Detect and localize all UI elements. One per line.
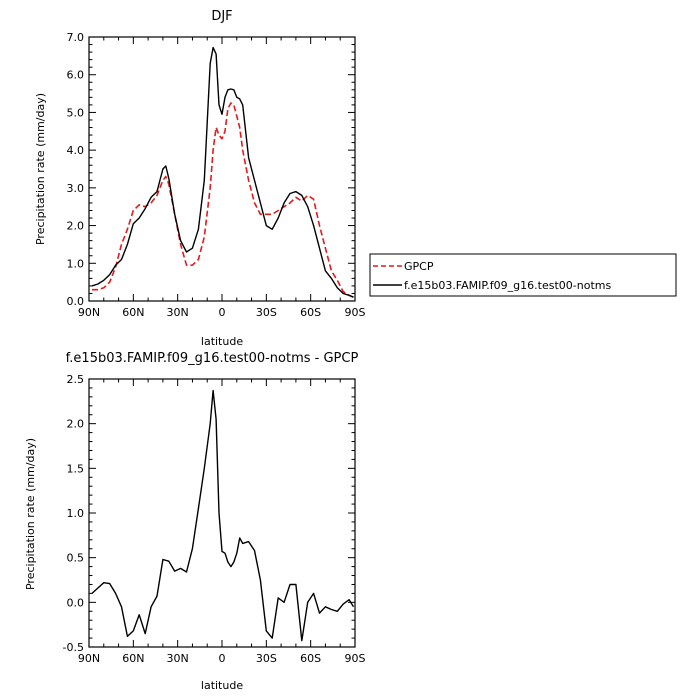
top-series-line-gpcp xyxy=(92,102,354,298)
top-chart-title: DJF xyxy=(211,9,232,24)
bottom-x-tick-label: 30N xyxy=(167,652,189,665)
top-x-tick-label: 60S xyxy=(300,306,321,319)
bottom-x-axis-label: latitude xyxy=(201,679,243,692)
bottom-y-tick-label: 1.5 xyxy=(67,462,85,475)
legend-label-model: f.e15b03.FAMIP.f09_g16.test00-notms xyxy=(404,279,611,292)
top-x-tick-label: 90N xyxy=(78,306,100,319)
top-y-tick-label: 4.0 xyxy=(67,144,85,157)
legend: GPCP f.e15b03.FAMIP.f09_g16.test00-notms xyxy=(369,253,677,297)
bottom-y-tick-label: 2.0 xyxy=(67,418,85,431)
bottom-y-axis-label: Precipitation rate (mm/day) xyxy=(24,438,37,590)
top-x-tick-label: 90S xyxy=(345,306,366,319)
bottom-x-tick-label: 60S xyxy=(300,652,321,665)
top-plot-marks: 90N 60N 30N 0 30S 60S 90S 0.0 1.0 2.0 3.0 4.0 5.0 6.0… xyxy=(67,31,366,319)
bottom-panel: f.e15b03.FAMIP.f09_g16.test00-notms - GP… xyxy=(24,351,366,692)
top-y-tick-label: 0.0 xyxy=(67,295,85,308)
bottom-plot-marks: 90N 60N 30N 0 30S 60S 90S -0.5 0.0 0.5 1.0 1.5 2.0 2.… xyxy=(63,373,366,665)
top-y-tick-label: 7.0 xyxy=(67,31,85,44)
top-y-tick-label: 1.0 xyxy=(67,257,85,270)
legend-box xyxy=(369,253,677,297)
top-y-tick-label: 5.0 xyxy=(67,106,85,119)
bottom-y-tick-label: 0.0 xyxy=(67,596,85,609)
top-series-line-model xyxy=(91,46,354,298)
top-panel: DJF Precipitation rate (mm/day) latitude… xyxy=(34,9,366,348)
top-x-tick-label: 30S xyxy=(256,306,277,319)
top-y-tick-label: 3.0 xyxy=(67,182,85,195)
top-x-tick-label: 30N xyxy=(167,306,189,319)
bottom-x-tick-label: 60N xyxy=(122,652,144,665)
bottom-y-tick-label: -0.5 xyxy=(63,641,84,654)
bottom-x-tick-label: 90S xyxy=(345,652,366,665)
top-x-tick-label: 60N xyxy=(122,306,144,319)
top-y-tick-label: 6.0 xyxy=(67,69,85,82)
top-x-axis-label: latitude xyxy=(201,335,243,348)
bottom-x-tick-label: 0 xyxy=(219,652,226,665)
bottom-x-tick-label: 30S xyxy=(256,652,277,665)
bottom-y-tick-label: 1.0 xyxy=(67,507,85,520)
legend-label-gpcp: GPCP xyxy=(404,260,434,273)
top-y-axis-label: Precipitation rate (mm/day) xyxy=(34,93,47,245)
bottom-y-tick-label: 0.5 xyxy=(67,552,85,565)
bottom-series-line-model xyxy=(91,389,355,642)
bottom-chart-title: f.e15b03.FAMIP.f09_g16.test00-notms - GP… xyxy=(66,351,359,366)
top-x-tick-label: 0 xyxy=(219,306,226,319)
top-y-tick-label: 2.0 xyxy=(67,220,85,233)
bottom-plot-frame xyxy=(88,378,356,648)
top-plot-frame xyxy=(88,36,356,302)
bottom-x-tick-label: 90N xyxy=(78,652,100,665)
bottom-y-tick-label: 2.5 xyxy=(67,373,85,386)
